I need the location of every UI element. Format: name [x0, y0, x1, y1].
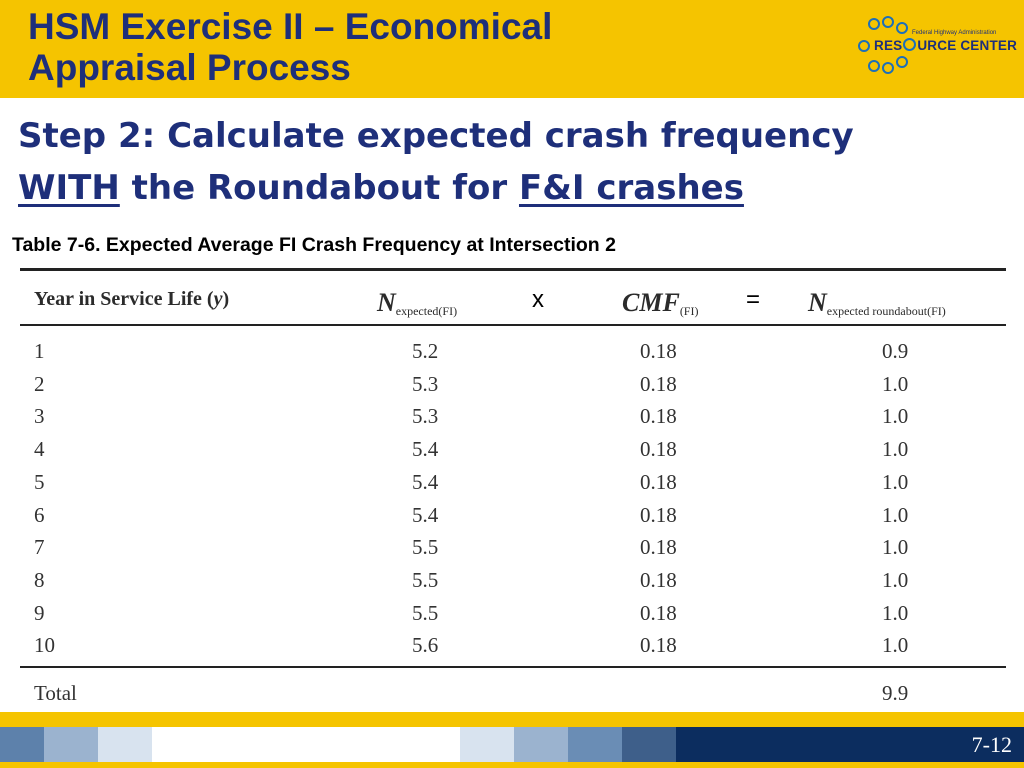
- cmf-cell: 0.18: [640, 371, 677, 396]
- n-expected-cell: 5.4: [412, 469, 439, 494]
- n-expected-cell: 5.5: [412, 600, 439, 625]
- table-row: 9 5.5 0.18 1.0: [12, 598, 1008, 630]
- table-row: 2 5.3 0.18 1.0: [12, 369, 1008, 401]
- equals-operator: =: [746, 286, 761, 313]
- n-roundabout-cell: 1.0: [882, 600, 909, 625]
- n-roundabout-cell: 1.0: [882, 535, 909, 560]
- n-expected-cell: 5.4: [412, 502, 439, 527]
- total-value: 9.9: [882, 681, 909, 705]
- footer-swatch: [514, 727, 568, 762]
- year-cell: 3: [34, 404, 45, 429]
- header-n-expected: Nexpected(FI): [377, 288, 458, 318]
- year-cell: 8: [34, 567, 45, 592]
- footer-swatch: [622, 727, 676, 762]
- table-row: 6 5.4 0.18 1.0: [12, 500, 1008, 532]
- total-row: Total 9.9: [12, 678, 1008, 710]
- cmf-cell: 0.18: [640, 535, 677, 560]
- table-row: 4 5.4 0.18 1.0: [12, 434, 1008, 466]
- step-subtitle: Step 2: Calculate expected crash frequen…: [18, 116, 854, 208]
- table-row: 5 5.4 0.18 1.0: [12, 467, 1008, 499]
- footer-bar: [0, 727, 1024, 762]
- footer-swatch: [568, 727, 622, 762]
- n-expected-cell: 5.3: [412, 371, 439, 396]
- cmf-cell: 0.18: [640, 633, 677, 658]
- n-expected-cell: 5.4: [412, 437, 439, 462]
- cmf-cell: 0.18: [640, 600, 677, 625]
- footer-swatch: [44, 727, 98, 762]
- table-row: 10 5.6 0.18 1.0: [12, 630, 1008, 662]
- slide-title-line2: Appraisal Process: [28, 47, 351, 88]
- cmf-cell: 0.18: [640, 404, 677, 429]
- logo-dot-icon: [868, 18, 880, 30]
- footer-swatch: [98, 727, 152, 762]
- year-cell: 5: [34, 469, 45, 494]
- n-roundabout-cell: 1.0: [882, 567, 909, 592]
- table-row: 3 5.3 0.18 1.0: [12, 401, 1008, 433]
- logo-brand-text: RES URCE CENTER: [874, 38, 1018, 53]
- logo-dot-icon: [882, 16, 894, 28]
- fi-crashes-emphasis: F&I crashes: [518, 168, 744, 208]
- logo-dot-icon: [868, 60, 880, 72]
- n-expected-cell: 5.5: [412, 567, 439, 592]
- multiply-operator: x: [532, 286, 544, 313]
- n-roundabout-cell: 1.0: [882, 633, 909, 658]
- n-roundabout-cell: 1.0: [882, 469, 909, 494]
- year-cell: 7: [34, 535, 45, 560]
- cmf-cell: 0.18: [640, 567, 677, 592]
- n-expected-cell: 5.2: [412, 339, 439, 363]
- logo-o-icon: [903, 38, 917, 51]
- logo-subtext: Federal Highway Administration: [912, 30, 997, 36]
- logo-dot-icon: [882, 62, 894, 74]
- n-roundabout-cell: 0.9: [882, 339, 909, 363]
- cmf-cell: 0.18: [640, 502, 677, 527]
- n-roundabout-cell: 1.0: [882, 437, 909, 462]
- with-emphasis: WITH: [18, 168, 120, 208]
- page-number: 7-12: [971, 732, 1012, 757]
- table-row: 1 5.2 0.18 0.9: [12, 336, 1008, 368]
- n-roundabout-cell: 1.0: [882, 502, 909, 527]
- cmf-cell: 0.18: [640, 437, 677, 462]
- year-cell: 9: [34, 600, 45, 625]
- table-caption: Table 7-6. Expected Average FI Crash Fre…: [12, 234, 616, 256]
- n-expected-cell: 5.5: [412, 535, 439, 560]
- total-rule: [20, 666, 1006, 668]
- cmf-cell: 0.18: [640, 339, 677, 363]
- n-expected-cell: 5.3: [412, 404, 439, 429]
- n-roundabout-cell: 1.0: [882, 371, 909, 396]
- table-row: 7 5.5 0.18 1.0: [12, 532, 1008, 564]
- logo-dot-icon: [858, 40, 870, 52]
- table-row: 8 5.5 0.18 1.0: [12, 565, 1008, 597]
- resource-center-logo: Federal Highway Administration RES URCE C…: [852, 16, 1022, 78]
- n-expected-cell: 5.6: [412, 633, 439, 658]
- footer-swatch: [676, 727, 1024, 762]
- header-n-roundabout: Nexpected roundabout(FI): [808, 288, 946, 318]
- header-year: Year in Service Life (y): [34, 288, 230, 310]
- slide-title-line1: HSM Exercise II – Economical: [28, 6, 553, 47]
- footer-swatch: [460, 727, 514, 762]
- footer-swatch: [0, 727, 44, 762]
- total-label: Total: [34, 681, 77, 705]
- n-roundabout-cell: 1.0: [882, 404, 909, 429]
- year-cell: 2: [34, 371, 45, 396]
- logo-dot-icon: [896, 56, 908, 68]
- year-cell: 6: [34, 502, 45, 527]
- slide-title: HSM Exercise II – Economical Appraisal P…: [28, 6, 728, 88]
- year-cell: 4: [34, 437, 45, 462]
- crash-frequency-table: Year in Service Life (y) Nexpected(FI) x…: [12, 262, 1008, 722]
- year-cell: 1: [34, 339, 45, 363]
- year-cell: 10: [34, 633, 55, 658]
- cmf-cell: 0.18: [640, 469, 677, 494]
- table-top-rule: [20, 268, 1006, 271]
- header-cmf: CMF(FI): [622, 288, 699, 318]
- header-rule: [20, 324, 1006, 326]
- logo-dot-icon: [896, 22, 908, 34]
- header-banner: HSM Exercise II – Economical Appraisal P…: [0, 0, 1024, 98]
